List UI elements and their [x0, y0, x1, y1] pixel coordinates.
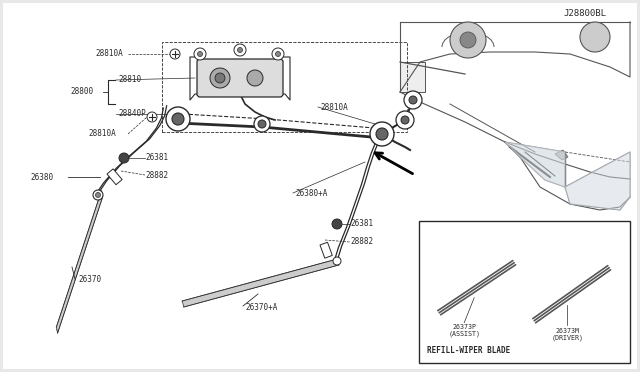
Bar	[419, 221, 630, 363]
Text: 28800: 28800	[70, 87, 93, 96]
Bar	[162, 42, 407, 132]
Circle shape	[215, 73, 225, 83]
Text: 26380+A: 26380+A	[295, 189, 328, 199]
Circle shape	[332, 219, 342, 229]
Circle shape	[409, 96, 417, 104]
Text: 28810: 28810	[118, 76, 141, 84]
Text: 26381: 26381	[145, 154, 168, 163]
Text: 26373P
(ASSIST): 26373P (ASSIST)	[448, 324, 480, 337]
Circle shape	[376, 128, 388, 140]
Circle shape	[234, 44, 246, 56]
Polygon shape	[565, 152, 630, 210]
Polygon shape	[555, 150, 568, 160]
Text: 28810A: 28810A	[95, 49, 123, 58]
Text: 28810A: 28810A	[320, 103, 348, 112]
Bar	[107, 169, 122, 185]
Circle shape	[95, 192, 100, 198]
Circle shape	[93, 190, 103, 200]
Circle shape	[272, 48, 284, 60]
FancyBboxPatch shape	[197, 59, 283, 97]
Circle shape	[258, 120, 266, 128]
Circle shape	[172, 113, 184, 125]
Text: 26373M
(DRIVER): 26373M (DRIVER)	[551, 328, 583, 341]
Circle shape	[450, 22, 486, 58]
Circle shape	[404, 91, 422, 109]
Circle shape	[170, 49, 180, 59]
Text: 26381: 26381	[350, 219, 373, 228]
Circle shape	[198, 51, 202, 57]
Text: 28810A: 28810A	[88, 129, 116, 138]
Text: J28800BL: J28800BL	[563, 10, 607, 19]
Polygon shape	[505, 142, 565, 187]
Circle shape	[333, 257, 341, 265]
Text: 28882: 28882	[145, 170, 168, 180]
Polygon shape	[182, 259, 339, 307]
Circle shape	[580, 22, 610, 52]
Circle shape	[194, 48, 206, 60]
Circle shape	[370, 122, 394, 146]
Circle shape	[147, 112, 157, 122]
Text: 28840P: 28840P	[118, 109, 146, 119]
Circle shape	[396, 111, 414, 129]
Circle shape	[237, 48, 243, 52]
Circle shape	[460, 32, 476, 48]
Text: 26380: 26380	[30, 173, 53, 182]
Text: 28882: 28882	[350, 237, 373, 247]
Circle shape	[254, 116, 270, 132]
Text: 26370+A: 26370+A	[245, 302, 277, 311]
Polygon shape	[56, 191, 102, 333]
Text: REFILL-WIPER BLADE: REFILL-WIPER BLADE	[428, 346, 511, 355]
Bar	[320, 242, 332, 258]
Circle shape	[247, 70, 263, 86]
Circle shape	[166, 107, 190, 131]
Text: 26370: 26370	[78, 276, 101, 285]
Bar	[400, 62, 425, 92]
Circle shape	[275, 51, 280, 57]
Circle shape	[210, 68, 230, 88]
Circle shape	[401, 116, 409, 124]
Circle shape	[119, 153, 129, 163]
